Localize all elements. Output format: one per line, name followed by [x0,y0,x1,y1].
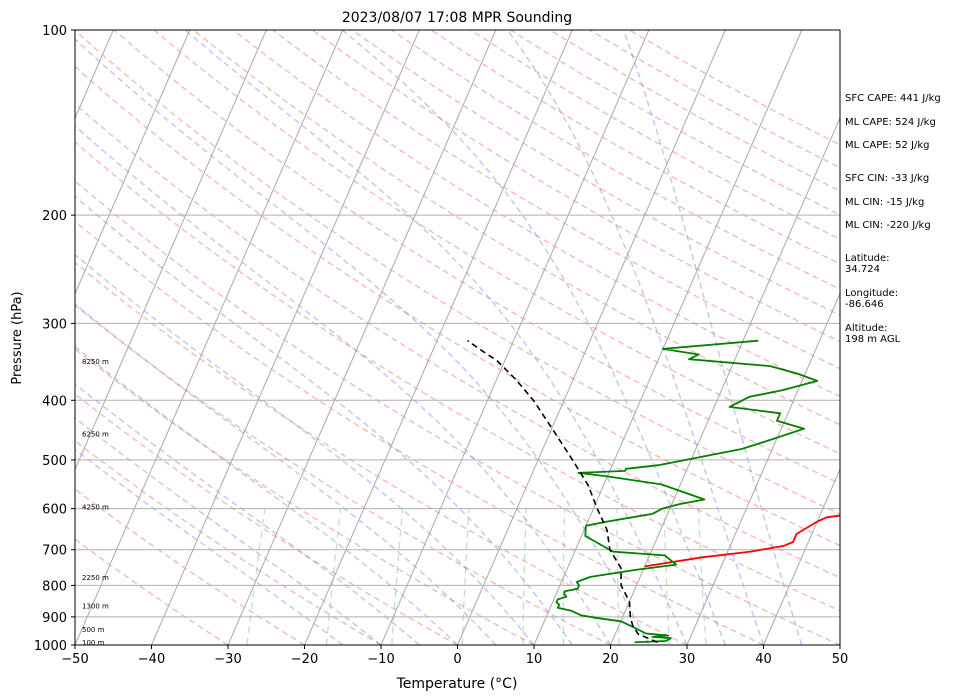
moist-adiabat [75,303,497,645]
ml-cape-label-2: ML CAPE: 52 J/kg [845,140,930,151]
y-tick-label: 300 [42,317,67,332]
isotherm [380,30,650,645]
ml-cin-label-2: ML CIN: -220 J/kg [845,220,931,231]
dry-adiabat [75,393,458,645]
moist-adiabat [75,253,535,645]
height-label: 4250 m [82,503,109,511]
y-axis-ticks: 100 200 300 400 500 600 700 800 900 1000 [34,24,75,654]
y-tick-label: 100 [42,24,67,39]
moist-adiabat [75,125,612,645]
moist-adiabat [506,30,765,645]
thermodynamic-background [75,30,840,645]
x-tick-label: 0 [453,652,461,667]
dry-adiabat [75,304,611,645]
x-tick-label: 30 [679,652,696,667]
dry-adiabat [75,102,840,579]
latitude-label: Latitude: 34.724 [845,253,890,275]
dry-adiabat [75,488,305,645]
ml-cin-label: ML CIN: -15 J/kg [845,197,925,208]
y-tick-label: 400 [42,394,67,409]
y-tick-label: 500 [42,454,67,469]
profile-series-2 [467,340,658,644]
x-tick-label: 20 [602,652,619,667]
dry-adiabat [153,30,840,455]
x-tick-label: 10 [526,652,543,667]
height-label: 100 m [82,639,105,647]
isotherm [227,30,497,645]
moist-adiabat [75,417,382,645]
sfc-cape-label: SFC CAPE: 441 J/kg [845,93,941,104]
moist-adiabat [75,383,420,645]
height-label: 500 m [82,626,105,634]
mixing-ratio-line [522,508,527,645]
y-tick-label: 800 [42,579,67,594]
mixing-ratio-line [562,508,566,645]
pressure-grid [75,30,840,645]
height-label: 8250 m [82,358,109,366]
moist-adiabat [75,448,344,645]
moist-adiabat [184,30,688,645]
x-tick-label: −30 [214,652,241,667]
dry-adiabat [75,261,688,645]
isotherm [686,292,840,645]
x-axis-label: Temperature (°C) [396,676,518,692]
mixing-ratio-line [325,508,342,645]
y-tick-label: 600 [42,503,67,518]
dry-adiabat [75,180,840,645]
y-tick-label: 700 [42,544,67,559]
chart-title: 2023/08/07 17:08 MPR Sounding [342,10,572,26]
dry-adiabat [75,348,535,645]
profile-lines [467,339,840,644]
dry-adiabat [193,30,840,426]
isotherm [533,30,803,645]
y-tick-label: 1000 [34,639,67,654]
mixing-ratio-line [461,508,470,645]
moist-adiabat [75,195,573,645]
isotherm [610,116,840,645]
isotherm [75,30,191,295]
y-tick-label: 900 [42,611,67,626]
y-axis-label: Pressure (hPa) [10,291,25,384]
x-axis-ticks: −50 −40 −30 −20 −10 0 10 20 30 40 50 [61,645,848,667]
y-tick-label: 200 [42,209,67,224]
x-tick-label: −10 [367,652,394,667]
moist-adiabat [622,30,803,645]
mixing-ratio-line [391,508,404,645]
x-tick-label: 40 [755,652,772,667]
isotherm [75,30,267,471]
dry-adiabat [75,141,840,612]
profile-series-1 [555,339,819,644]
height-label: 1300 m [82,602,109,610]
dry-adiabat [75,220,764,645]
sfc-cin-label: SFC CIN: -33 J/kg [845,173,930,184]
height-label: 6250 m [82,431,109,439]
altitude-label: Altitude: 198 m AGL [845,323,901,345]
isotherm [75,30,344,645]
x-tick-label: −20 [291,652,318,667]
ml-cape-label: ML CAPE: 524 J/kg [845,117,936,128]
moist-adiabat [75,38,650,645]
moist-adiabat [75,345,458,645]
dry-adiabat [351,30,840,316]
height-label: 2250 m [82,574,109,582]
mixing-ratio-line [663,508,670,645]
profile-series-0 [644,514,840,568]
height-labels: 100 m 500 m 1300 m 2250 m 4250 m 6250 m 8250 m [82,358,109,647]
dry-adiabat [75,30,840,515]
longitude-label: Longitude: -86.646 [845,288,899,310]
x-tick-label: 50 [832,652,849,667]
mixing-ratio-line [697,508,707,645]
dry-adiabat [311,30,840,343]
dry-adiabat [75,439,382,645]
isotherm [457,30,726,645]
isotherm [151,30,420,645]
dry-adiabat [75,65,840,547]
x-tick-label: −50 [61,652,88,667]
dry-adiabat [232,30,840,398]
x-tick-label: −40 [138,652,165,667]
isotherm [304,30,573,645]
isotherm [763,468,840,645]
